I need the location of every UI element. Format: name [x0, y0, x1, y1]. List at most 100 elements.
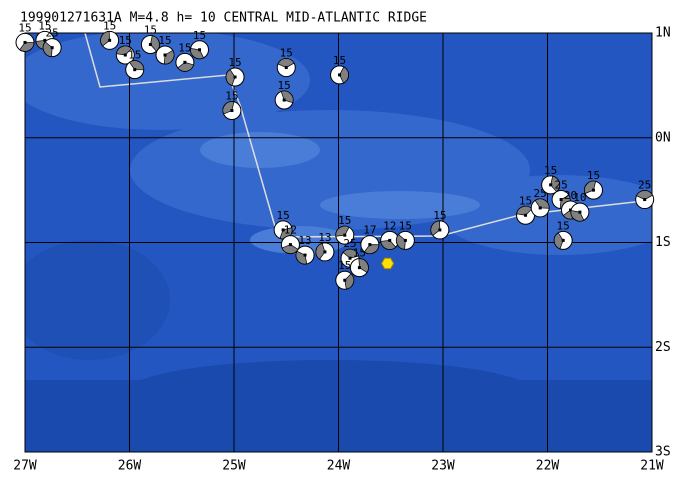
compression-core: [388, 238, 392, 242]
compression-quadrant: [100, 30, 111, 47]
compression-quadrant: [42, 41, 53, 58]
epicenter: [381, 257, 395, 270]
compression-quadrant: [553, 232, 564, 250]
frame: [24, 32, 653, 453]
compression-quadrant: [430, 220, 441, 236]
compression-quadrant: [358, 258, 369, 274]
compression-core: [323, 250, 327, 254]
compression-core: [368, 243, 372, 247]
compression-quadrant: [335, 225, 350, 237]
compression-quadrant: [163, 49, 175, 65]
depth-label: 15: [38, 19, 51, 32]
compression-quadrant: [295, 250, 308, 265]
depth-label: 15: [333, 54, 346, 67]
title: 199901271631A M=4.8 h= 10 CENTRAL MID-AT…: [20, 11, 427, 26]
depth-label: 25: [46, 27, 59, 40]
y-tick-label: 3S: [655, 445, 671, 460]
compression-core: [133, 68, 137, 72]
compression-core: [438, 228, 442, 232]
depth-label: 25: [343, 237, 356, 250]
compression-core: [561, 238, 565, 242]
depth-label: 15: [144, 24, 157, 37]
depth-label: 12: [383, 219, 396, 232]
depth-label: 10: [573, 191, 586, 204]
depth-label: 15: [544, 164, 557, 177]
depth-label: 13: [298, 234, 311, 247]
depth-label: 15: [519, 194, 532, 207]
compression-core: [643, 198, 647, 202]
depth-label: 25: [554, 179, 567, 192]
compression-quadrant: [534, 198, 550, 209]
depth-label: 15: [587, 169, 600, 182]
y-tick-label: 1S: [655, 235, 671, 250]
compression-core: [43, 38, 47, 42]
compression-core: [282, 98, 286, 102]
compression-core: [343, 233, 347, 237]
compression-quadrant: [190, 47, 205, 60]
plate-boundary: [84, 32, 653, 238]
x-tick-label: 25W: [222, 459, 246, 474]
compression-quadrant: [19, 42, 35, 52]
compression-quadrant: [570, 210, 585, 222]
compression-quadrant: [222, 101, 235, 115]
compression-core: [108, 38, 112, 42]
compression-core: [524, 213, 528, 217]
compression-quadrant: [344, 273, 355, 290]
compression-quadrant: [363, 244, 380, 254]
compression-core: [538, 206, 542, 210]
depth-label: 15: [158, 34, 171, 47]
depth-label: 13: [318, 231, 331, 244]
compression-core: [284, 66, 288, 70]
depth-label: 15: [18, 21, 31, 34]
compression-core: [183, 60, 187, 64]
x-tick-label: 24W: [327, 459, 351, 474]
compression-core: [559, 198, 563, 202]
depth-label: 15: [433, 209, 446, 222]
compression-core: [230, 109, 234, 113]
y-tick-label: 2S: [655, 340, 671, 355]
depth-label: 15: [338, 259, 351, 272]
compression-quadrant: [339, 66, 349, 84]
compression-core: [148, 43, 152, 47]
compression-core: [549, 183, 553, 187]
depth-label: 15: [228, 56, 241, 69]
compression-core: [343, 278, 347, 282]
compression-core: [338, 73, 342, 77]
depth-label: 20: [564, 189, 577, 202]
compression-quadrant: [315, 242, 326, 260]
compression-quadrant: [277, 58, 295, 68]
compression-core: [233, 75, 237, 79]
depth-label: 15: [557, 219, 570, 232]
compression-quadrant: [116, 45, 133, 56]
depth-label: 15: [278, 79, 291, 92]
compression-core: [591, 188, 595, 192]
compression-quadrant: [380, 240, 397, 250]
compression-quadrant: [177, 61, 194, 72]
compression-core: [50, 46, 54, 50]
y-tick-label: 1N: [655, 26, 671, 41]
compression-core: [403, 238, 407, 242]
compression-core: [281, 228, 285, 232]
compression-core: [288, 243, 292, 247]
depth-label: 15: [103, 19, 116, 32]
depth-label: 15: [276, 209, 289, 222]
compression-core: [123, 53, 127, 57]
compression-core: [578, 210, 582, 214]
compression-core: [357, 266, 361, 270]
x-tick-label: 26W: [118, 459, 142, 474]
compression-core: [348, 256, 352, 260]
depth-label: 15: [178, 41, 191, 54]
depth-label: 17: [363, 224, 376, 237]
compression-core: [568, 208, 572, 212]
compression-quadrant: [396, 233, 406, 250]
compression-quadrant: [584, 180, 597, 194]
depth-label: 15: [338, 214, 351, 227]
depth-label: 15: [399, 219, 412, 232]
compression-core: [198, 48, 202, 52]
x-tick-label: 21W: [640, 459, 664, 474]
depth-label: 15: [193, 29, 206, 42]
depth-label: 15: [119, 34, 132, 47]
depth-label: 15: [225, 90, 238, 103]
y-tick-label: 0N: [655, 130, 671, 145]
